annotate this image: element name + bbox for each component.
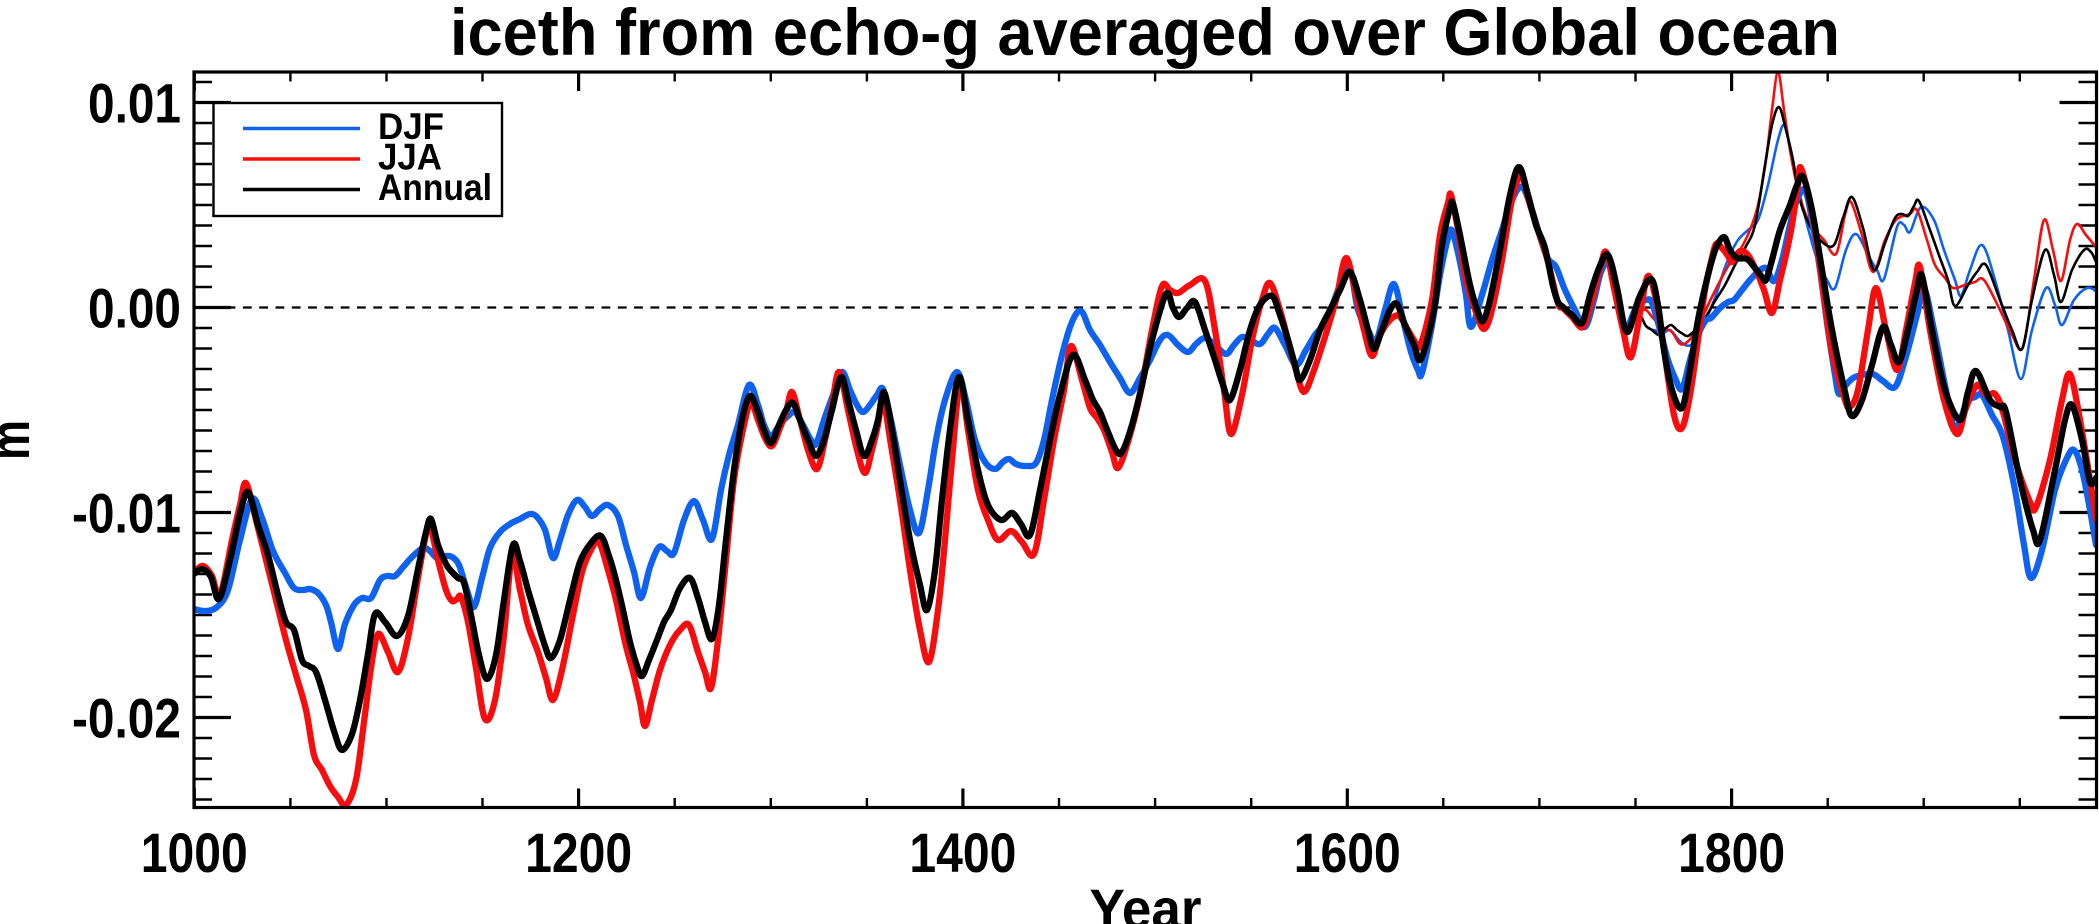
- svg-text:1800: 1800: [1678, 821, 1785, 884]
- svg-text:JJA: JJA: [378, 137, 442, 178]
- svg-text:-0.01: -0.01: [72, 482, 181, 545]
- svg-text:0.00: 0.00: [88, 277, 181, 340]
- svg-text:Year: Year: [1090, 877, 1202, 924]
- svg-text:iceth from echo-g averaged ove: iceth from echo-g averaged over Global o…: [450, 0, 1840, 69]
- svg-text:DJF: DJF: [378, 106, 444, 147]
- svg-text:1000: 1000: [141, 821, 248, 884]
- svg-text:Annual: Annual: [378, 167, 492, 208]
- svg-text:1200: 1200: [525, 821, 632, 884]
- svg-text:1400: 1400: [909, 821, 1016, 884]
- svg-text:1600: 1600: [1294, 821, 1401, 884]
- svg-text:0.01: 0.01: [88, 72, 181, 135]
- svg-text:-0.02: -0.02: [72, 687, 181, 750]
- svg-text:m: m: [0, 420, 41, 460]
